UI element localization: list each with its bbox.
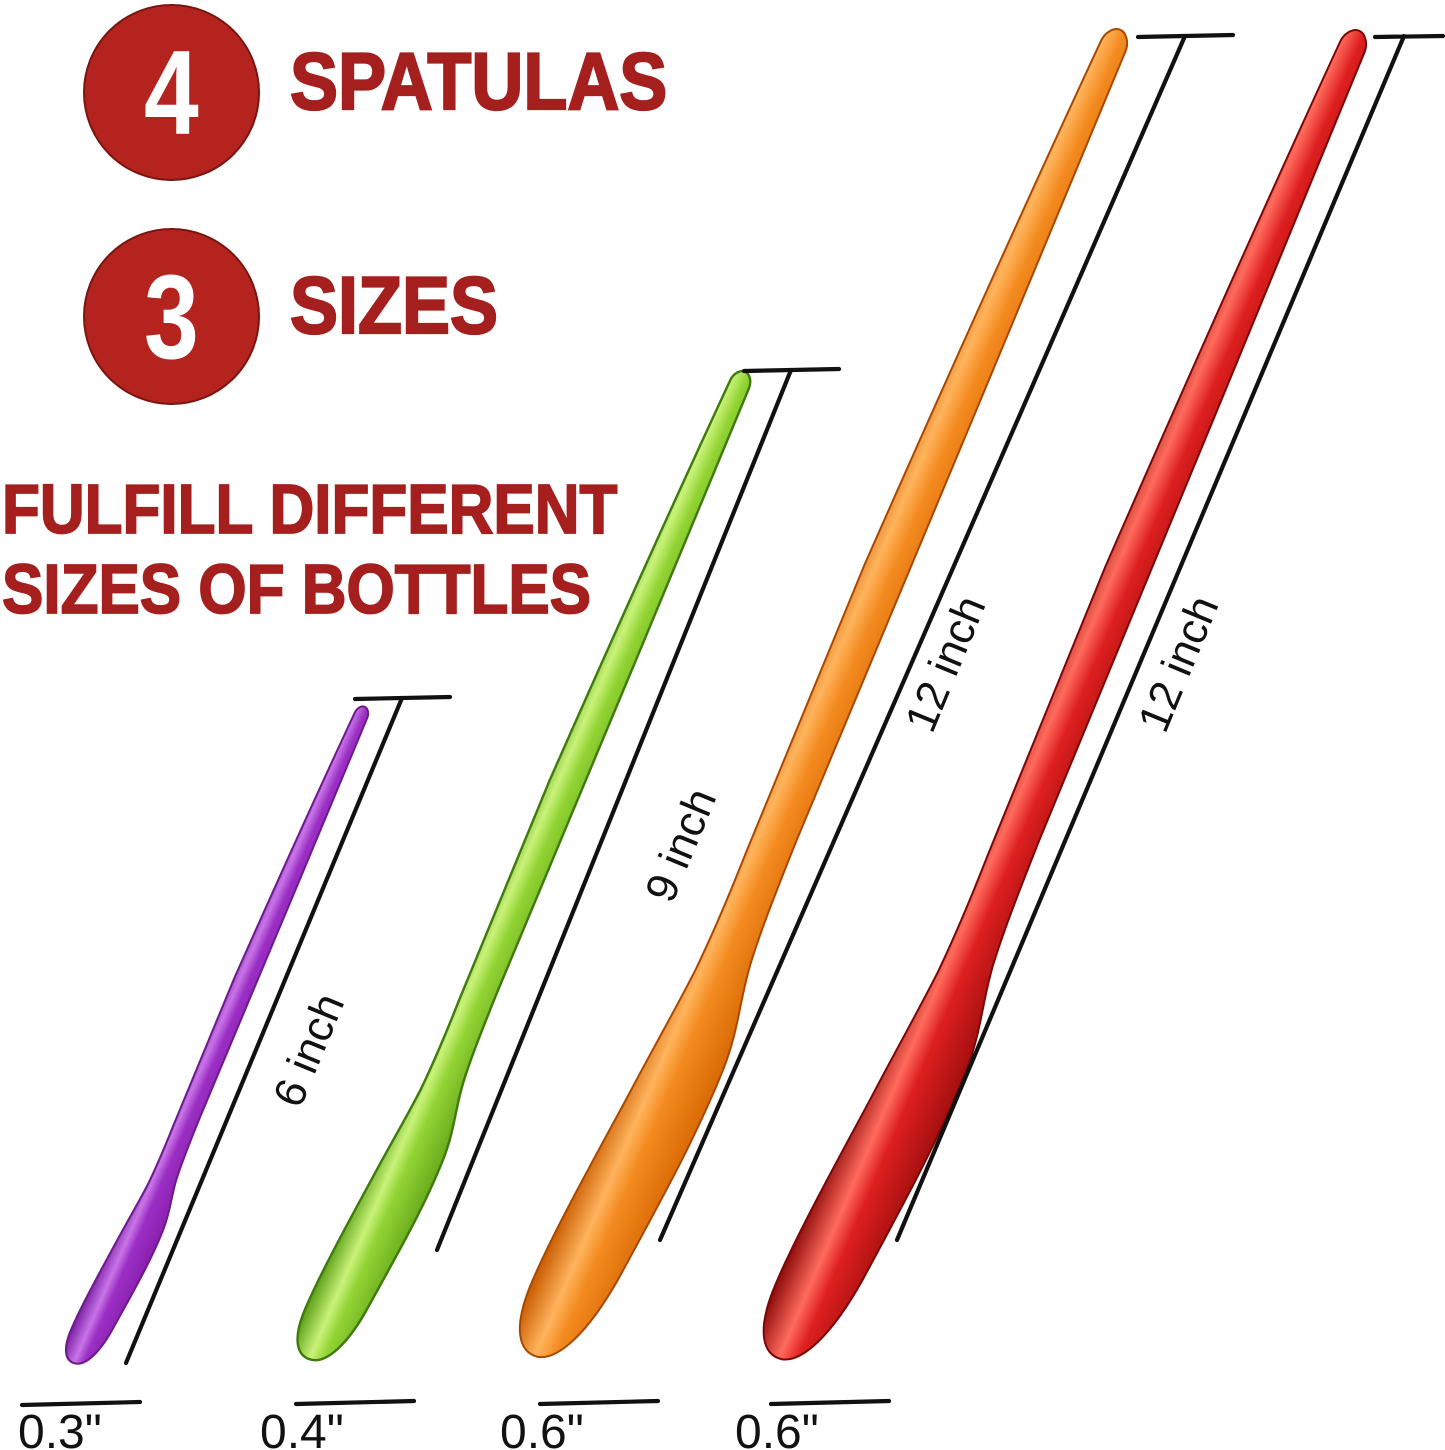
svg-text:0.6": 0.6" xyxy=(500,1406,584,1450)
svg-text:9 inch: 9 inch xyxy=(636,782,726,909)
svg-text:12 inch: 12 inch xyxy=(1129,589,1229,739)
svg-text:0.6": 0.6" xyxy=(735,1406,819,1450)
svg-text:0.3": 0.3" xyxy=(18,1406,102,1450)
svg-text:6 inch: 6 inch xyxy=(264,987,354,1114)
svg-text:0.4": 0.4" xyxy=(260,1406,344,1450)
